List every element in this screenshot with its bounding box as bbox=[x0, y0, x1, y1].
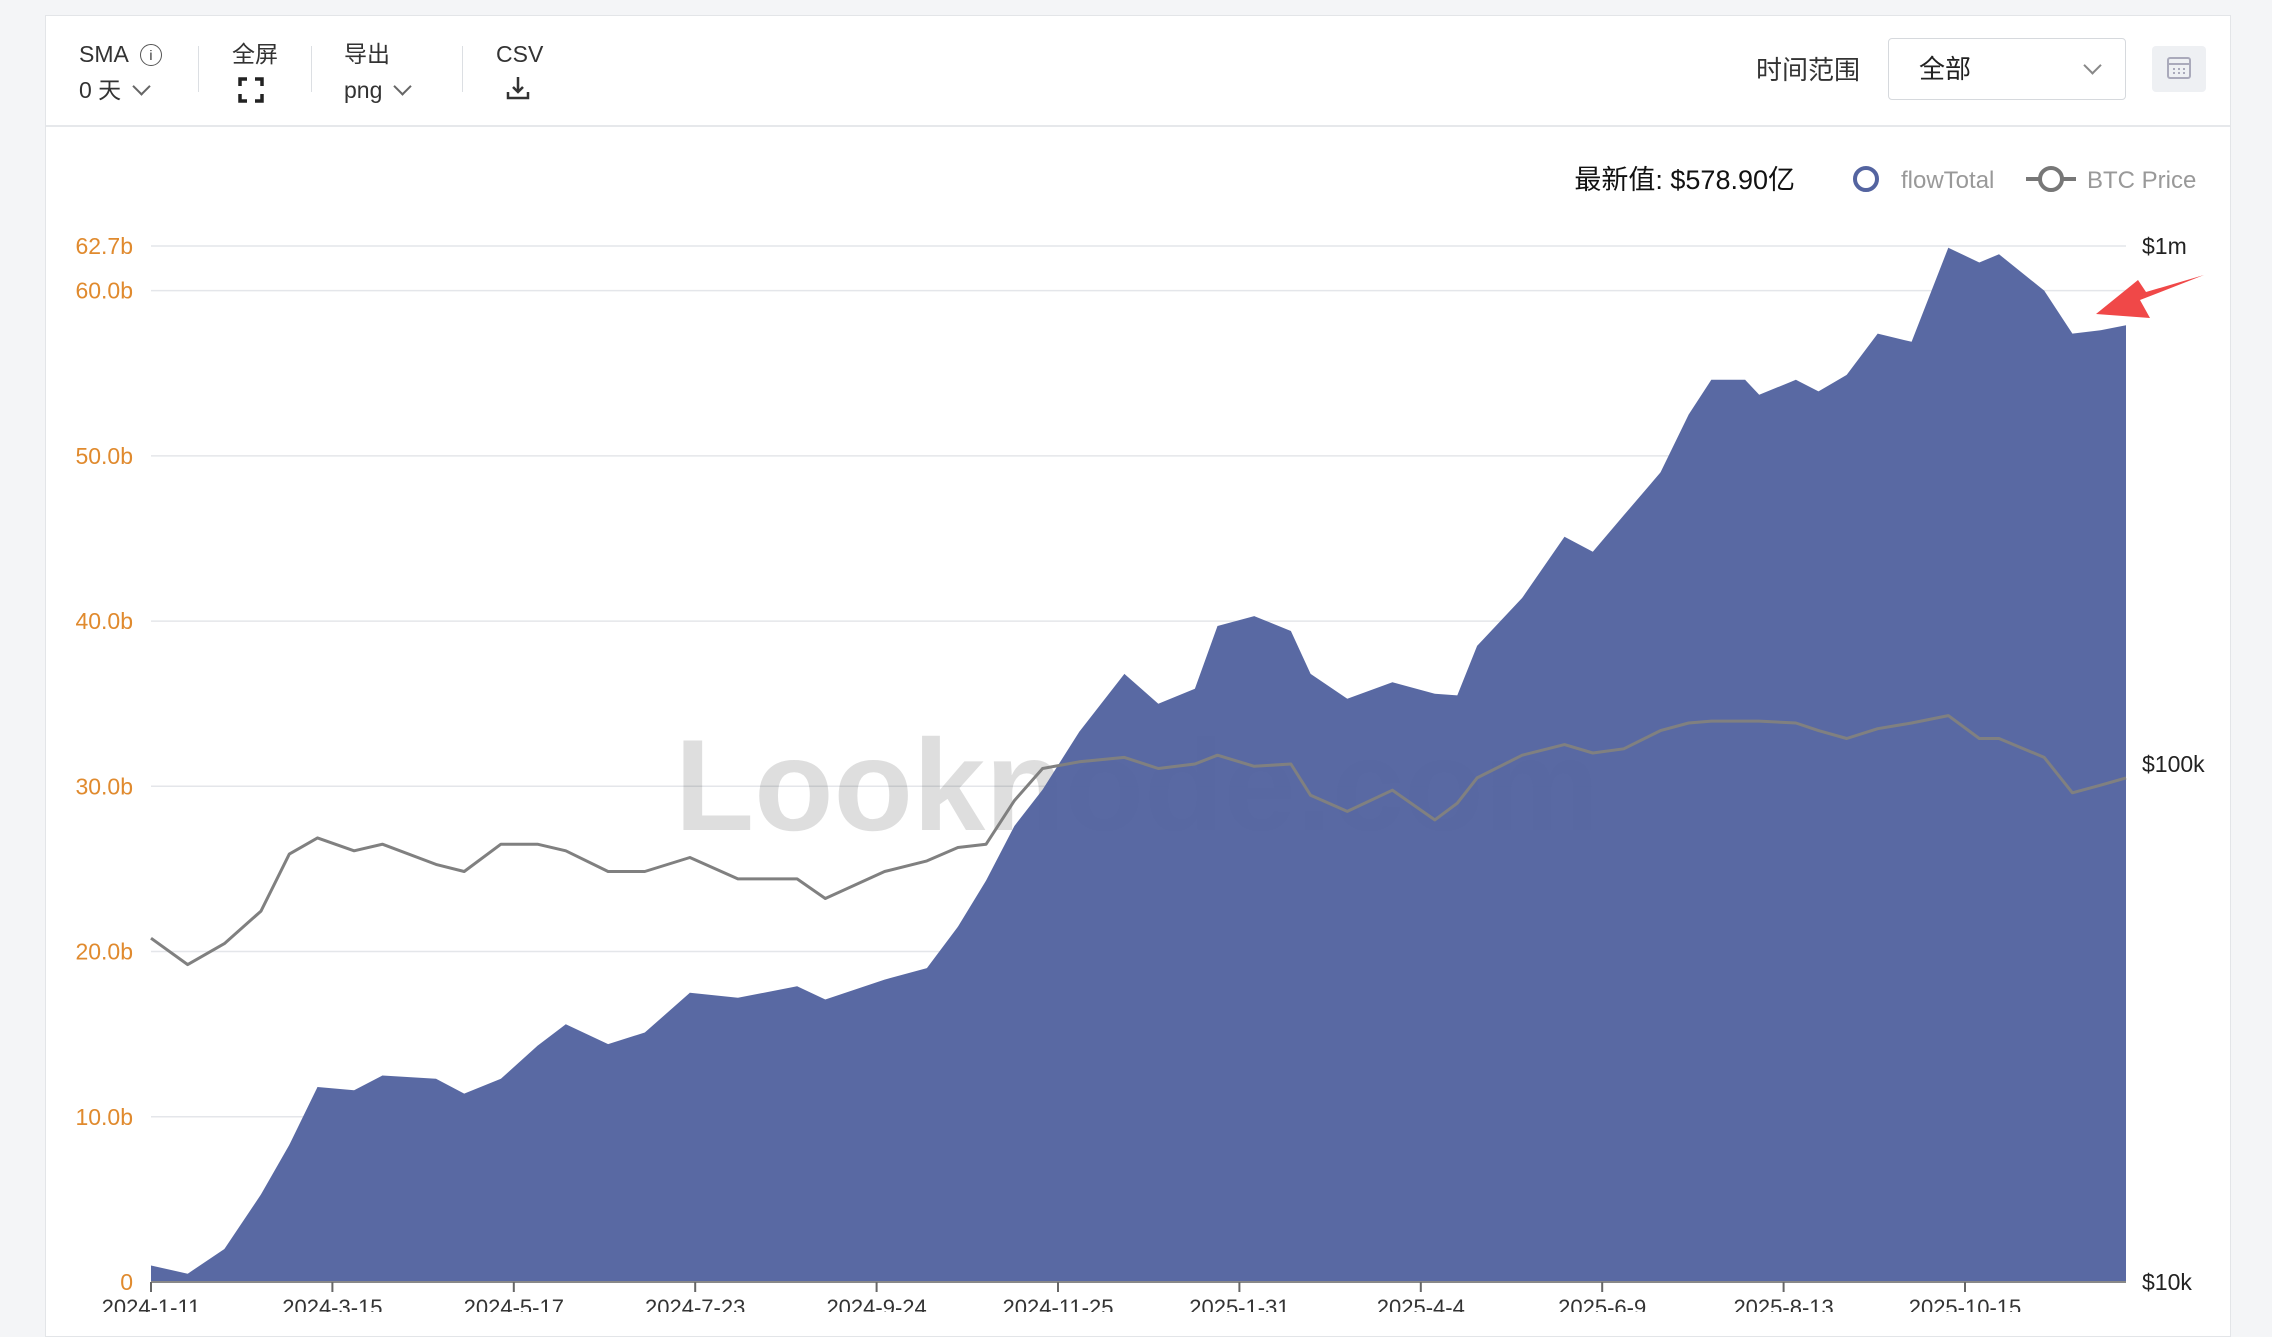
x-tick-label: 2024-11-25 bbox=[1003, 1295, 1114, 1312]
x-tick-label: 2025-1-31 bbox=[1189, 1295, 1289, 1312]
x-tick-label: 2024-1-11 bbox=[102, 1295, 201, 1312]
y-left-tick-label: 50.0b bbox=[75, 443, 133, 469]
legend-btc-label: BTC Price bbox=[2087, 167, 2196, 194]
x-tick-label: 2025-8-13 bbox=[1733, 1295, 1833, 1312]
annotation-arrow bbox=[2096, 275, 2204, 318]
y-left-tick-label: 20.0b bbox=[75, 939, 133, 965]
x-tick-label: 2025-10-15 bbox=[1909, 1295, 2022, 1312]
flowtotal-area bbox=[151, 248, 2126, 1282]
y-left-tick-label: 40.0b bbox=[75, 608, 133, 634]
x-tick-label: 2025-6-9 bbox=[1558, 1295, 1646, 1312]
x-tick-label: 2024-3-15 bbox=[282, 1295, 382, 1312]
y-right-tick-label: $100k bbox=[2142, 751, 2205, 777]
legend-flowtotal-label: flowTotal bbox=[1901, 167, 1994, 194]
legend-flowtotal-icon bbox=[1855, 168, 1877, 190]
x-tick-label: 2024-5-17 bbox=[464, 1295, 564, 1312]
y-right-tick-label: $1m bbox=[2142, 233, 2187, 259]
y-left-tick-label: 62.7b bbox=[75, 233, 133, 259]
x-tick-label: 2025-4-4 bbox=[1377, 1295, 1465, 1312]
y-left-tick-label: 0 bbox=[120, 1269, 133, 1295]
y-left-tick-label: 60.0b bbox=[75, 278, 133, 304]
y-right-tick-label: $10k bbox=[2142, 1269, 2192, 1295]
y-left-tick-label: 10.0b bbox=[75, 1104, 133, 1130]
y-left-tick-label: 30.0b bbox=[75, 773, 133, 799]
legend-btc-icon bbox=[2040, 168, 2062, 190]
x-tick-label: 2024-7-23 bbox=[645, 1295, 745, 1312]
latest-value: 最新值: $578.90亿 bbox=[1574, 165, 1795, 195]
x-tick-label: 2024-9-24 bbox=[826, 1295, 926, 1312]
